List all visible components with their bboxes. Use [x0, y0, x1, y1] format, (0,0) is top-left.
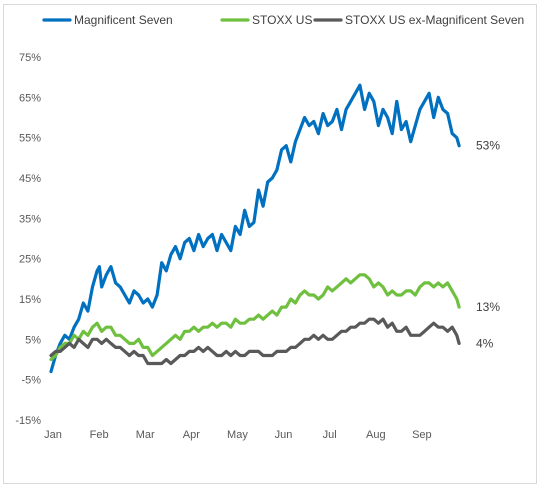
x-tick-label: Apr [183, 429, 200, 441]
end-label-1: 13% [476, 300, 500, 314]
y-tick-label: 35% [19, 213, 41, 225]
y-tick-label: 15% [19, 294, 41, 306]
y-tick-label: 5% [25, 334, 41, 346]
series-line-2 [49, 317, 461, 366]
y-tick-label: -15% [15, 415, 41, 427]
series-lines [49, 83, 461, 374]
legend-label-0: Magnificent Seven [74, 13, 173, 27]
x-tick-label: Mar [136, 429, 155, 441]
end-labels: 53% 13% 4% [476, 139, 500, 351]
x-tick-label: Jul [323, 429, 337, 441]
x-tick-label: Sep [412, 429, 432, 441]
legend-label-2: STOXX US ex-Magnificent Seven [345, 13, 524, 27]
end-label-0: 53% [476, 139, 500, 153]
x-tick-label: Feb [90, 429, 109, 441]
y-tick-label: -5% [21, 375, 41, 387]
y-tick-label: 75% [19, 52, 41, 64]
x-tick-label: May [227, 429, 248, 441]
line-chart: Magnificent Seven STOXX US STOXX US ex-Mag… [15, 13, 524, 441]
y-tick-label: 55% [19, 133, 41, 145]
x-tick-label: Aug [366, 429, 386, 441]
y-tick-label: 25% [19, 254, 41, 266]
x-tick-label: Jan [44, 429, 62, 441]
x-tick-label: Jun [275, 429, 293, 441]
x-axis: Jan Feb Mar Apr May Jun Jul Aug Sep [44, 429, 432, 441]
chart-frame: Magnificent Seven STOXX US STOXX US ex-Mag… [3, 4, 537, 484]
legend-label-1: STOXX US [252, 13, 312, 27]
end-label-2: 4% [476, 336, 494, 350]
series-line-0 [49, 83, 461, 374]
y-tick-label: 65% [19, 92, 41, 104]
legend: Magnificent Seven STOXX US STOXX US ex-Mag… [42, 13, 524, 27]
series-line-1 [49, 273, 461, 362]
y-tick-label: 45% [19, 173, 41, 185]
y-axis: -15% -5% 5% 15% 25% 35% 45% 55% 65% 75% [15, 52, 41, 427]
